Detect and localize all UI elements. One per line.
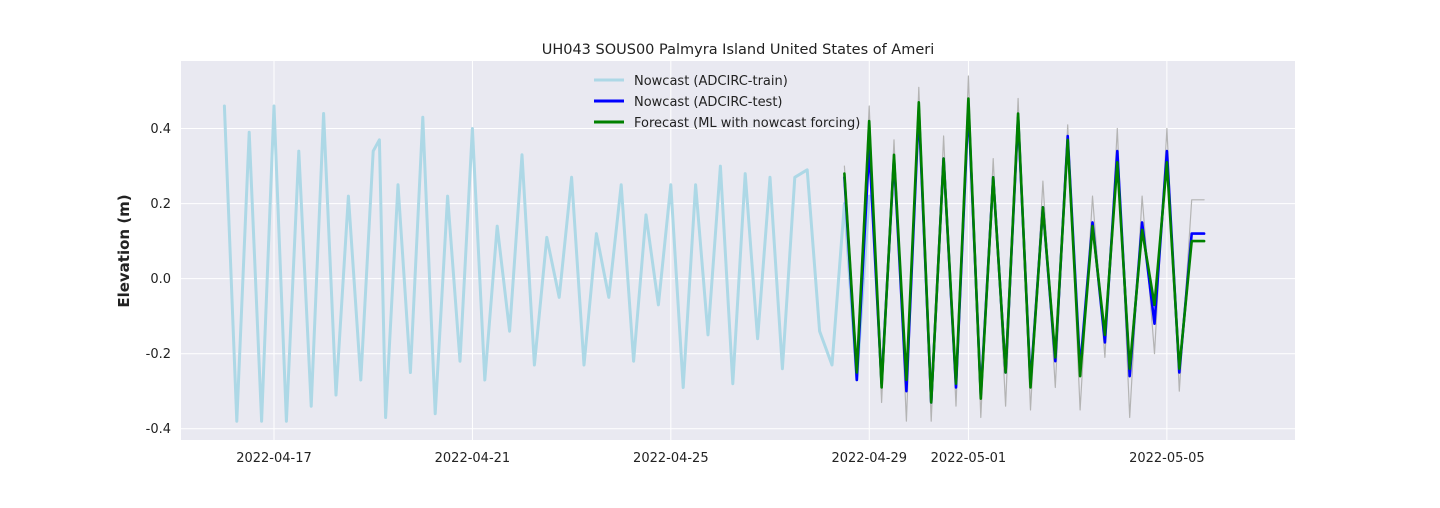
- y-tick-label: -0.4: [146, 422, 171, 437]
- y-tick-label: 0.2: [150, 197, 171, 212]
- y-tick-label: 0.4: [150, 122, 171, 137]
- y-tick-label: 0.0: [150, 272, 171, 287]
- x-tick-label: 2022-05-05: [1129, 451, 1205, 466]
- y-tick-label: -0.2: [146, 347, 171, 362]
- x-tick-label: 2022-04-17: [236, 451, 312, 466]
- legend-label: Nowcast (ADCIRC-test): [634, 95, 783, 110]
- chart-title: UH043 SOUS00 Palmyra Island United State…: [542, 42, 935, 58]
- x-tick-label: 2022-04-21: [435, 451, 511, 466]
- y-axis-label: Elevation (m): [115, 194, 133, 307]
- legend-label: Nowcast (ADCIRC-train): [634, 74, 788, 89]
- x-tick-label: 2022-04-25: [633, 451, 709, 466]
- x-tick-label: 2022-05-01: [931, 451, 1007, 466]
- series-line-forecast: [843, 97, 1206, 404]
- legend-label: Forecast (ML with nowcast forcing): [634, 116, 860, 131]
- x-tick-label: 2022-04-29: [831, 451, 907, 466]
- series-layer: [222, 75, 1206, 423]
- tick-labels: -0.4 -0.2 0.0 0.2 0.4 2022-04-17 2022-04-21 202…: [146, 122, 1205, 466]
- series-line-nowcast-train: [222, 104, 871, 423]
- legend: Nowcast (ADCIRC-train) Nowcast (ADCIRC-te…: [594, 74, 860, 131]
